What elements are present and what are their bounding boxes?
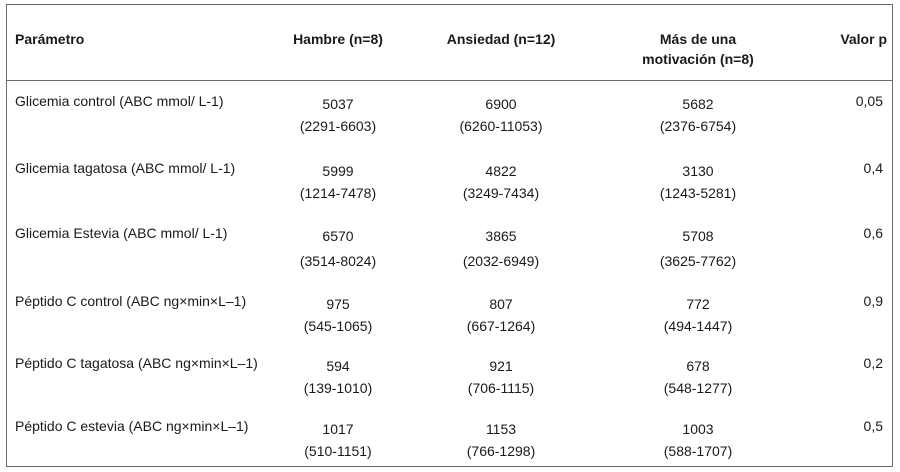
cell-value: 594	[326, 358, 350, 374]
cell-range: (3249-7434)	[462, 185, 540, 201]
cell-valor-p: 0,9	[863, 293, 883, 309]
header-ansiedad: Ansiedad (n=12)	[446, 31, 556, 47]
cell-value: 1153	[485, 421, 517, 437]
cell-value: 1017	[322, 421, 354, 437]
cell-value: 807	[489, 296, 513, 312]
cell-ansiedad: 3865 (2032-6949)	[441, 225, 561, 272]
header-mas-line2: motivación (n=8)	[642, 51, 754, 67]
cell-value: 975	[326, 296, 350, 312]
cell-range: (3514-8024)	[299, 253, 377, 269]
cell-valor-p: 0,4	[863, 160, 883, 176]
cell-value: 921	[489, 358, 513, 374]
cell-mas-de-una: 678 (548-1277)	[619, 355, 777, 399]
cell-hambre: 594 (139-1010)	[271, 355, 405, 399]
header-parametro: Parámetro	[15, 31, 85, 47]
cell-value: 772	[686, 296, 710, 312]
table-row: Péptido C tagatosa (ABC ng×min×L–1) 594 …	[7, 343, 892, 409]
cell-hambre: 1017 (510-1151)	[271, 418, 405, 462]
cell-ansiedad: 6900 (6260-11053)	[441, 93, 561, 137]
cell-range: (706-1115)	[467, 380, 535, 396]
cell-valor-p: 0,05	[855, 93, 883, 109]
cell-range: (510-1151)	[304, 443, 372, 459]
table-row: Péptido C estevia (ABC ng×min×L–1) 1017 …	[7, 406, 892, 472]
table-row: Glicemia control (ABC mmol/ L-1) 5037 (2…	[7, 81, 892, 147]
table-header: Parámetro Hambre (n=8) Ansiedad (n=12) M…	[7, 5, 892, 81]
cell-range: (494-1447)	[663, 318, 733, 334]
cell-value: 4822	[485, 163, 517, 179]
cell-ansiedad: 921 (706-1115)	[441, 355, 561, 399]
cell-range: (548-1277)	[663, 380, 733, 396]
cell-value: 5999	[322, 163, 354, 179]
cell-range: (1214-7478)	[299, 185, 377, 201]
cell-valor-p: 0,2	[863, 355, 883, 371]
table-row: Glicemia Estevia (ABC mmol/ L-1) 6570 (3…	[7, 213, 892, 279]
row-parameter: Péptido C tagatosa (ABC ng×min×L–1)	[15, 355, 258, 371]
cell-range: (1243-5281)	[659, 185, 737, 201]
results-table: Parámetro Hambre (n=8) Ansiedad (n=12) M…	[6, 4, 893, 467]
cell-range: (667-1264)	[466, 318, 536, 334]
cell-hambre: 975 (545-1065)	[271, 293, 405, 337]
cell-range: (545-1065)	[303, 318, 373, 334]
cell-mas-de-una: 5682 (2376-6754)	[619, 93, 777, 137]
row-parameter: Péptido C estevia (ABC ng×min×L–1)	[15, 418, 249, 434]
cell-value: 5037	[322, 96, 354, 112]
cell-value: 6900	[485, 96, 517, 112]
row-parameter: Glicemia control (ABC mmol/ L-1)	[15, 93, 224, 109]
cell-range: (139-1010)	[303, 380, 373, 396]
cell-valor-p: 0,5	[863, 418, 883, 434]
row-parameter: Glicemia Estevia (ABC mmol/ L-1)	[15, 225, 228, 241]
cell-hambre: 5999 (1214-7478)	[271, 160, 405, 204]
header-mas-de-una-motivacion: Más de una motivación (n=8)	[619, 29, 777, 69]
cell-range: (588-1707)	[663, 443, 733, 459]
cell-mas-de-una: 3130 (1243-5281)	[619, 160, 777, 204]
cell-range: (3625-7762)	[659, 253, 737, 269]
header-hambre: Hambre (n=8)	[293, 31, 383, 47]
cell-mas-de-una: 5708 (3625-7762)	[619, 225, 777, 272]
cell-value: 3130	[682, 163, 714, 179]
cell-range: (2032-6949)	[462, 253, 540, 269]
cell-ansiedad: 4822 (3249-7434)	[441, 160, 561, 204]
cell-range: (2291-6603)	[299, 118, 377, 134]
cell-value: 5682	[682, 96, 714, 112]
cell-value: 1003	[682, 421, 714, 437]
cell-value: 3865	[485, 228, 517, 244]
table-row: Glicemia tagatosa (ABC mmol/ L-1) 5999 (…	[7, 148, 892, 214]
table-row: Péptido C control (ABC ng×min×L–1) 975 (…	[7, 281, 892, 347]
cell-mas-de-una: 772 (494-1447)	[619, 293, 777, 337]
header-valor-p: Valor p	[840, 31, 887, 47]
cell-value: 678	[686, 358, 710, 374]
cell-range: (6260-11053)	[459, 118, 543, 134]
cell-ansiedad: 1153 (766-1298)	[441, 418, 561, 462]
cell-mas-de-una: 1003 (588-1707)	[619, 418, 777, 462]
row-parameter: Péptido C control (ABC ng×min×L–1)	[15, 293, 247, 309]
cell-hambre: 5037 (2291-6603)	[271, 93, 405, 137]
cell-value: 6570	[322, 228, 354, 244]
header-mas-line1: Más de una	[659, 31, 737, 47]
cell-hambre: 6570 (3514-8024)	[271, 225, 405, 272]
cell-range: (2376-6754)	[659, 118, 737, 134]
cell-range: (766-1298)	[466, 443, 536, 459]
row-parameter: Glicemia tagatosa (ABC mmol/ L-1)	[15, 160, 236, 176]
cell-valor-p: 0,6	[863, 225, 883, 241]
cell-ansiedad: 807 (667-1264)	[441, 293, 561, 337]
cell-value: 5708	[682, 228, 714, 244]
